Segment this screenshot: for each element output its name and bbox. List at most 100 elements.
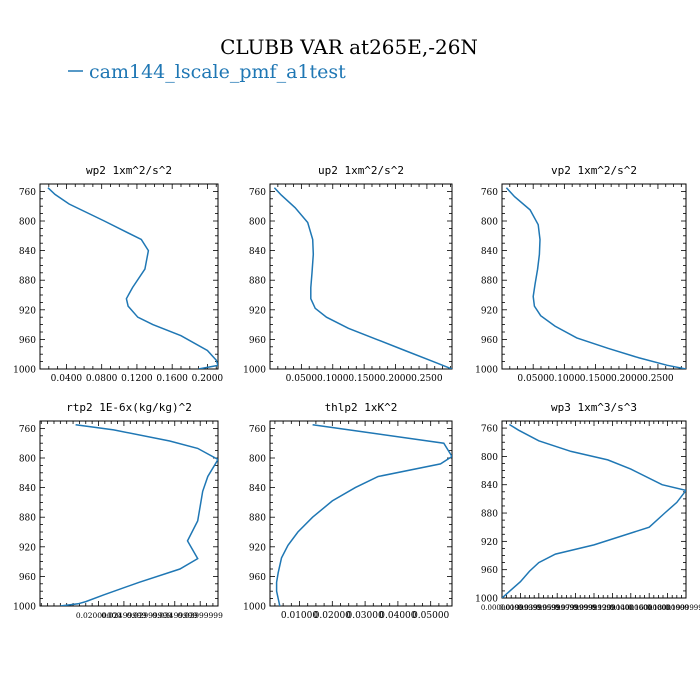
series-line	[502, 423, 686, 598]
x-tick-label: 0.14000000	[610, 604, 652, 612]
y-tick-label: 960	[249, 573, 266, 583]
y-tick-label: 760	[481, 188, 498, 198]
y-tick-label: 1000	[243, 366, 266, 376]
y-tick-label: 1000	[475, 366, 498, 376]
y-tick-label: 840	[481, 247, 498, 257]
legend-label: cam144_lscale_pmf_a1test	[89, 61, 346, 83]
x-tick-label: 0.0800	[86, 374, 118, 384]
x-tick-label: 0.2500	[411, 374, 443, 384]
x-tick-label: 0.2000	[380, 374, 412, 384]
y-tick-label: 800	[249, 218, 266, 228]
x-tick-label: 0.05000	[412, 611, 449, 621]
x-tick-label: 0.18000000	[646, 604, 688, 612]
x-tick-label: 0.02499999	[101, 611, 147, 620]
x-tick-label: 0.01000	[281, 611, 318, 621]
x-tick-label: 0.04000	[379, 611, 416, 621]
y-tick-label: 840	[19, 484, 36, 494]
y-tick-label: 1000	[475, 595, 498, 605]
y-tick-label: 800	[19, 455, 36, 465]
y-tick-label: 920	[249, 543, 266, 553]
panel-title: wp2 1xm^2/s^2	[86, 164, 172, 177]
y-tick-label: 840	[481, 481, 498, 491]
y-tick-label: 800	[481, 218, 498, 228]
y-tick-label: 920	[249, 306, 266, 316]
x-tick-label: 0.03999999	[178, 611, 224, 620]
x-tick-label: 0.1500	[348, 374, 380, 384]
y-tick-label: 960	[481, 566, 498, 576]
y-tick-label: 760	[19, 425, 36, 435]
series-line	[505, 187, 686, 369]
x-tick-label: 0.0500	[517, 374, 549, 384]
y-tick-label: 960	[481, 336, 498, 346]
x-tick-label: 0.02000	[314, 611, 351, 621]
y-tick-label: 800	[249, 455, 266, 465]
x-tick-label: 0.1200	[121, 374, 153, 384]
series-line	[60, 423, 218, 606]
x-tick-label: 0.16000000	[628, 604, 670, 612]
y-tick-label: 760	[249, 188, 266, 198]
y-tick-label: 800	[481, 453, 498, 463]
y-tick-label: 880	[481, 277, 498, 287]
figure-title: CLUBB VAR at265E,-26N	[220, 35, 478, 59]
y-tick-label: 960	[19, 336, 36, 346]
x-tick-label: 0.2500	[642, 374, 674, 384]
x-tick-label: 0.0500	[286, 374, 318, 384]
y-tick-label: 960	[249, 336, 266, 346]
x-tick-label: 0.01999999	[499, 604, 541, 612]
panel-title: thlp2 1xK^2	[325, 401, 398, 414]
x-tick-label: 0.07999999	[554, 604, 596, 612]
series-line	[47, 187, 218, 369]
y-tick-label: 920	[481, 306, 498, 316]
x-tick-label: 0.00000000	[481, 604, 523, 612]
panels: wp2 1xm^2/s^2 760 800 840 880 920 960 1000 0.040…	[13, 164, 700, 621]
chart-panel: rtp2 1E-6x(kg/kg)^2 760 800 840 880 920 960 100…	[13, 401, 223, 620]
x-tick-label: 0.12000000	[591, 604, 633, 612]
plot-frame	[269, 420, 453, 607]
y-tick-label: 1000	[13, 603, 36, 613]
x-tick-label: 0.1600	[156, 374, 188, 384]
x-tick-label: 0.1500	[580, 374, 612, 384]
y-tick-label: 800	[19, 218, 36, 228]
y-tick-label: 880	[249, 514, 266, 524]
x-tick-label: 0.02999999	[127, 611, 173, 620]
chart-panel: wp3 1xm^3/s^3 760 800 840 880 920 960 10000.000…	[475, 401, 700, 612]
series-line	[273, 187, 452, 369]
plot-frame	[39, 183, 219, 370]
panel-title: rtp2 1E-6x(kg/kg)^2	[66, 401, 192, 414]
y-tick-label: 760	[481, 425, 498, 435]
y-tick-label: 840	[249, 247, 266, 257]
y-tick-label: 880	[481, 510, 498, 520]
plot-frame	[39, 420, 219, 607]
chart-panel: up2 1xm^2/s^2 760 800 840 880 920 960 1000 0.050…	[243, 164, 453, 384]
y-tick-label: 760	[19, 188, 36, 198]
plot-frame	[269, 183, 453, 370]
y-tick-label: 880	[19, 277, 36, 287]
series-line	[275, 423, 452, 606]
x-tick-label: 0.03499999	[152, 611, 198, 620]
x-tick-label: 0.19999999	[665, 604, 700, 612]
y-tick-label: 840	[19, 247, 36, 257]
panel-title: wp3 1xm^3/s^3	[551, 401, 637, 414]
y-tick-label: 920	[19, 306, 36, 316]
chart-panel: vp2 1xm^2/s^2 760 800 840 880 920 960 1000 0.050…	[475, 164, 687, 384]
x-tick-label: 0.1000	[317, 374, 349, 384]
y-tick-label: 920	[481, 538, 498, 548]
x-tick-label: 0.02000000	[76, 611, 122, 620]
y-tick-label: 1000	[13, 366, 36, 376]
y-tick-label: 840	[249, 484, 266, 494]
x-tick-label: 0.09999999	[573, 604, 615, 612]
y-tick-label: 880	[19, 514, 36, 524]
y-tick-label: 1000	[243, 603, 266, 613]
y-tick-label: 960	[19, 573, 36, 583]
panel-title: up2 1xm^2/s^2	[318, 164, 404, 177]
chart-panel: thlp2 1xK^2 760 800 840 880 920 960 1000 0.01000…	[243, 401, 453, 621]
x-tick-label: 0.1000	[549, 374, 581, 384]
panel-title: vp2 1xm^2/s^2	[551, 164, 637, 177]
x-tick-label: 0.05999999	[536, 604, 578, 612]
y-tick-label: 760	[249, 425, 266, 435]
x-tick-label: 0.0400	[51, 374, 83, 384]
x-tick-label: 0.03999999	[518, 604, 560, 612]
x-tick-label: 0.03000	[346, 611, 383, 621]
plot-frame	[501, 183, 687, 370]
